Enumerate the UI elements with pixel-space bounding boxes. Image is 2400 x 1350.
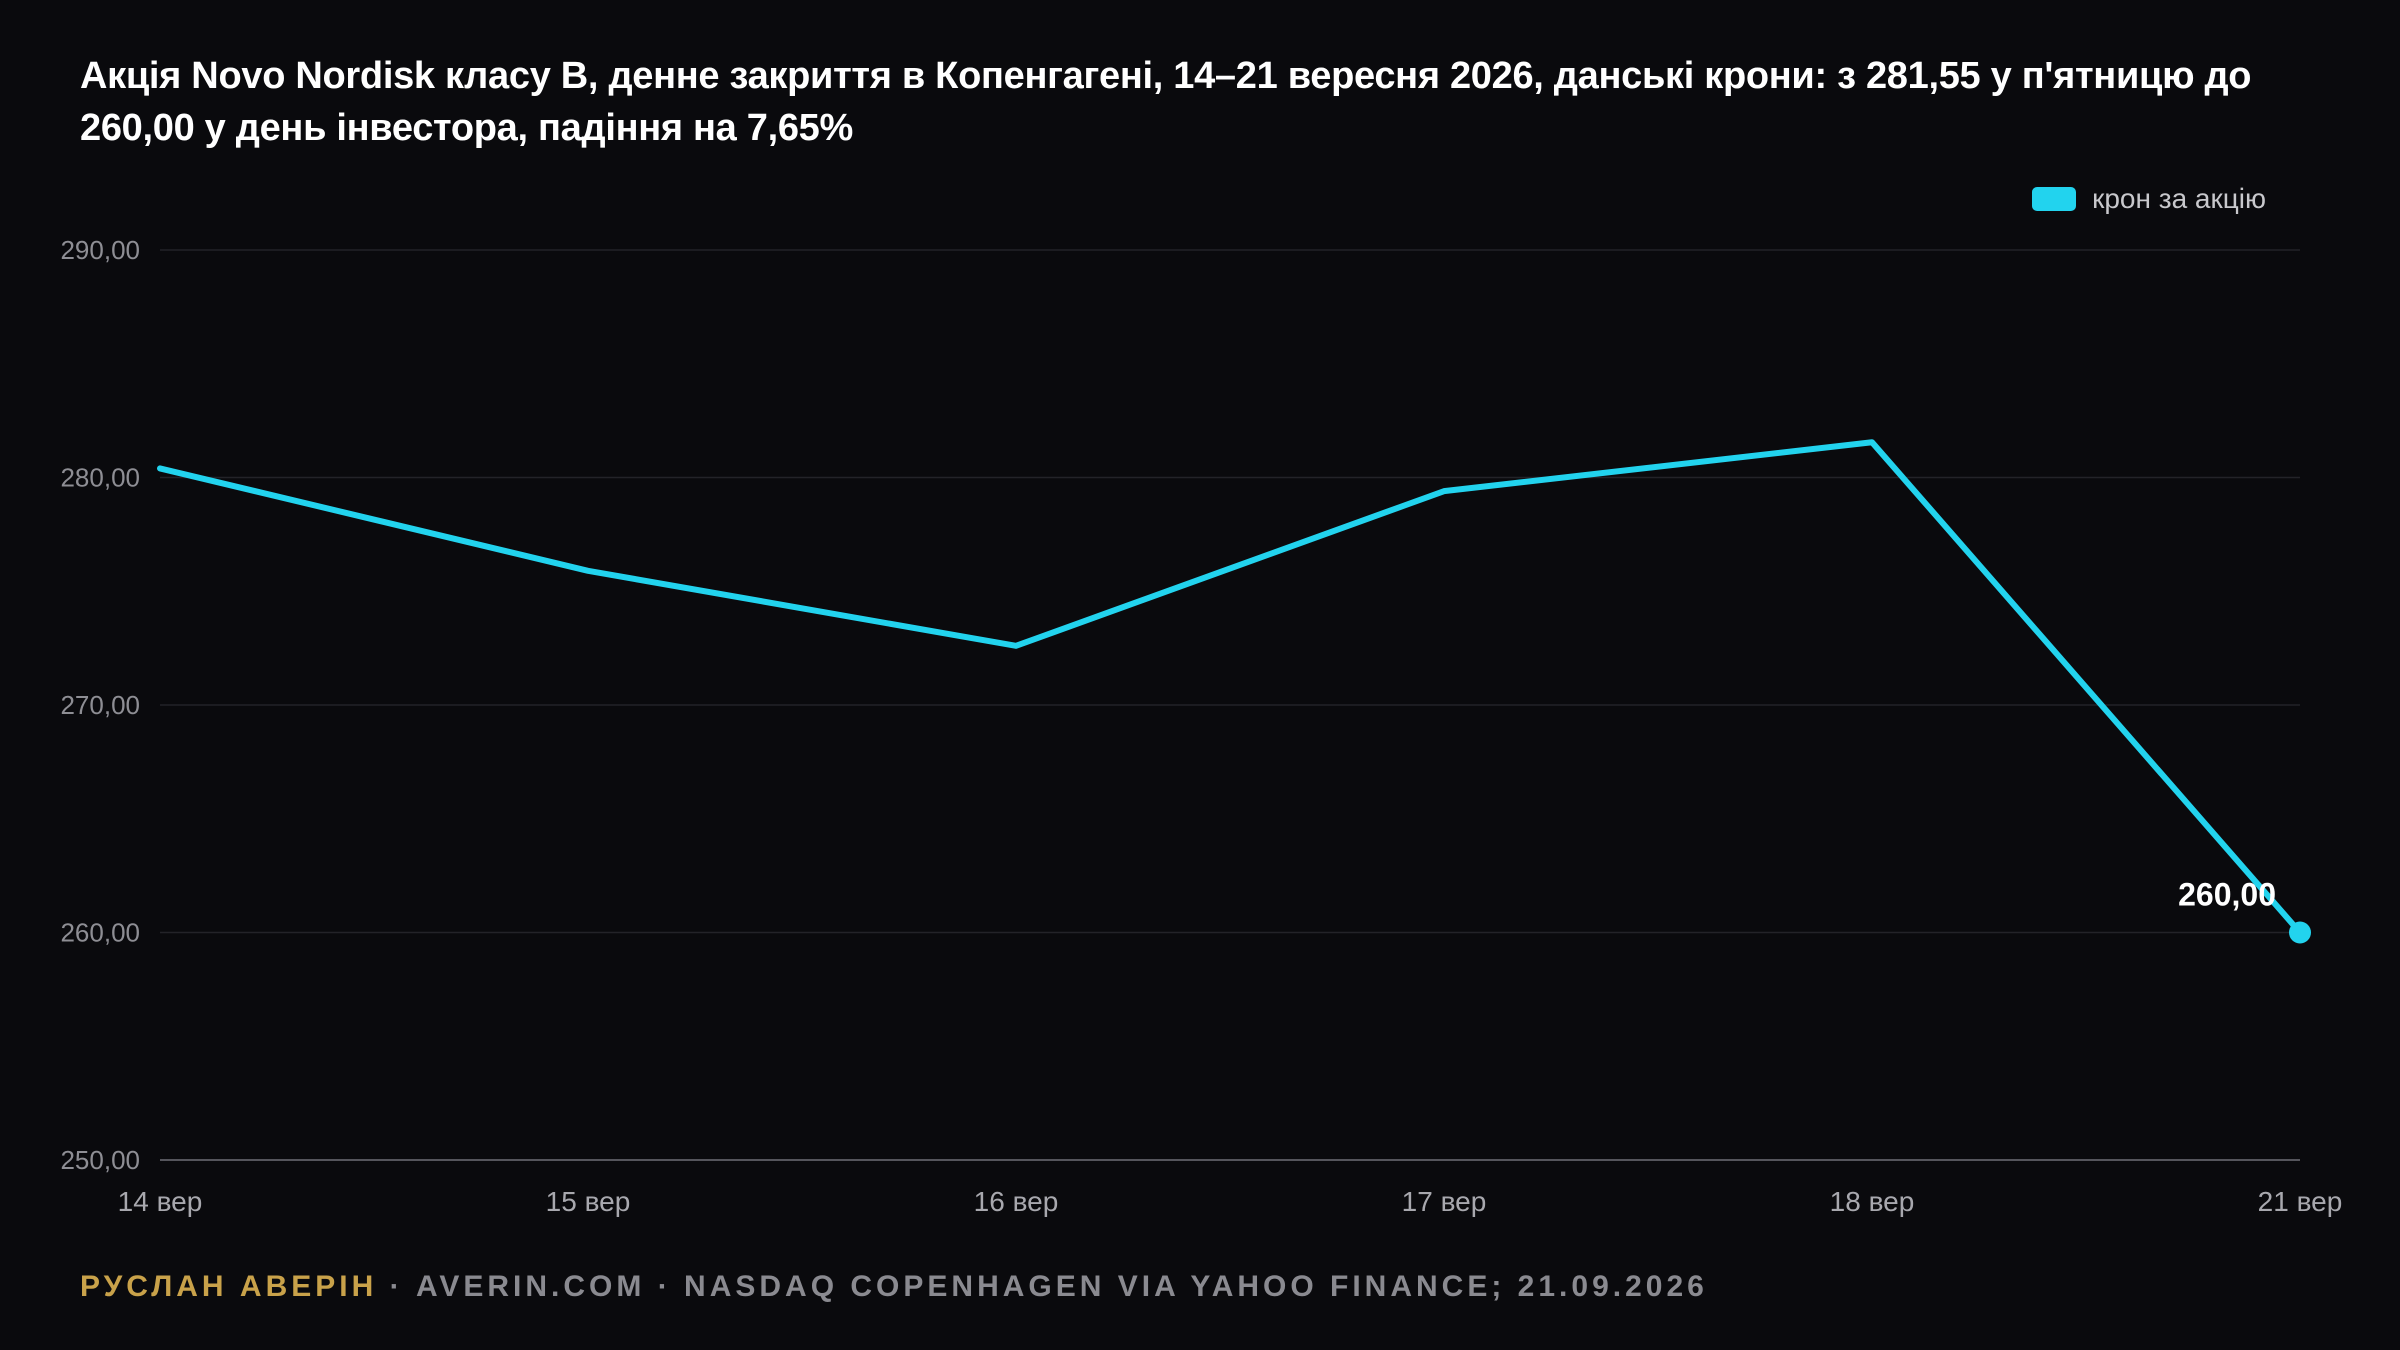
y-tick-label: 250,00 xyxy=(60,1145,140,1175)
series-line xyxy=(157,439,2303,936)
y-tick-label: 290,00 xyxy=(60,235,140,265)
x-tick-label: 18 вер xyxy=(1830,1186,1915,1217)
y-tick-label: 260,00 xyxy=(60,918,140,948)
endpoint-marker xyxy=(2289,921,2311,944)
x-axis-ticks: 14 вер 15 вер 16 вер 17 вер 18 вер 21 вер xyxy=(118,1186,2343,1217)
gridlines xyxy=(160,249,2300,1161)
x-tick-label: 15 вер xyxy=(546,1186,631,1217)
legend: крон за акцію xyxy=(2032,183,2266,215)
legend-label: крон за акцію xyxy=(2092,183,2266,214)
x-tick-label: 14 вер xyxy=(118,1186,203,1217)
y-axis-ticks: 250,00 260,00 270,00 280,00 290,00 xyxy=(60,235,140,1175)
footer-author: РУСЛАН АВЕРІН xyxy=(80,1270,378,1303)
x-tick-label: 16 вер xyxy=(974,1186,1059,1217)
annotations: 260,00 xyxy=(2178,877,2276,913)
series-layer xyxy=(157,439,2311,944)
legend-swatch xyxy=(2032,187,2077,211)
y-tick-label: 270,00 xyxy=(60,690,140,720)
footer-source: РУСЛАН АВЕРІН · AVERIN.COM · NASDAQ COPE… xyxy=(80,1270,1708,1304)
footer-separator: · xyxy=(377,1270,416,1303)
y-tick-label: 280,00 xyxy=(60,463,140,493)
x-tick-label: 17 вер xyxy=(1402,1186,1487,1217)
data-label: 260,00 xyxy=(2178,877,2276,913)
chart-title: Акція Novo Nordisk класу B, денне закрит… xyxy=(80,55,2252,149)
x-tick-label: 21 вер xyxy=(2258,1186,2343,1217)
footer-source-text: AVERIN.COM · NASDAQ COPENHAGEN VIA YAHOO… xyxy=(415,1270,1708,1303)
